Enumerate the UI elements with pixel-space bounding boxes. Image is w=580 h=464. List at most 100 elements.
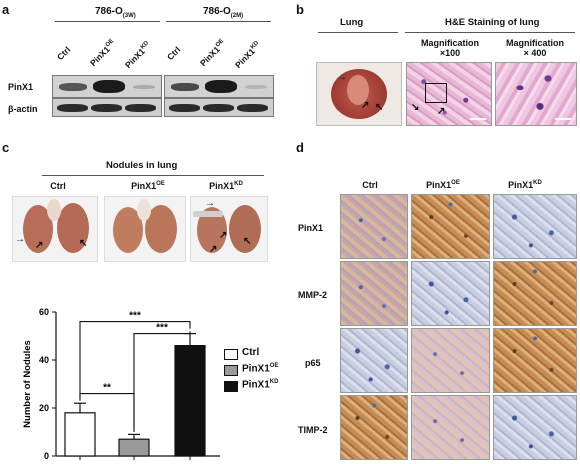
blot-pinx1-3w xyxy=(52,75,162,98)
group-label-2m: 786-O(2M) xyxy=(203,6,243,19)
ihc-row-pinx1: PinX1 xyxy=(298,223,324,233)
band xyxy=(245,85,267,89)
nodules-title: Nodules in lung xyxy=(106,160,178,171)
legend-sup: KD xyxy=(269,379,279,385)
arrow-icon: ↗ xyxy=(35,240,44,251)
lung-photo-pinx1-oe xyxy=(104,196,186,262)
col-sup: KD xyxy=(533,180,542,186)
col-text: PinX1 xyxy=(426,180,452,190)
panel-d-letter: d xyxy=(296,140,304,155)
bar xyxy=(118,438,150,457)
legend-item: PinX1OE xyxy=(224,362,304,378)
lung-photo-pinx1-kd: → ↗ ↖ ↗ xyxy=(190,196,268,262)
arrow-icon: ↗ xyxy=(209,244,218,255)
scale-bar xyxy=(470,118,486,120)
y-tick-label: 60 xyxy=(39,307,49,317)
blot-actin-3w xyxy=(52,98,162,117)
ihc-row-timp2: TIMP-2 xyxy=(298,425,328,435)
y-tick-label: 0 xyxy=(44,451,49,461)
ihc-tile xyxy=(493,194,577,259)
col-text: Ctrl xyxy=(50,181,66,191)
bar xyxy=(174,344,206,457)
ihc-row-p65: p65 xyxy=(305,358,321,368)
mag-line: × 400 xyxy=(523,48,547,58)
legend-swatch xyxy=(224,381,238,392)
ihc-col-pinx1-oe: PinX1OE xyxy=(408,180,478,190)
band xyxy=(59,83,87,91)
mag-line: ×100 xyxy=(439,48,461,58)
zoom-box xyxy=(425,83,447,103)
panel-c-letter: c xyxy=(2,140,10,155)
col-sup: OE xyxy=(451,180,460,186)
ihc-col-pinx1-kd: PinX1KD xyxy=(490,180,560,190)
arrow-icon: ↗ xyxy=(437,106,446,117)
ihc-tile xyxy=(411,261,490,326)
group-name: 786-O xyxy=(95,6,123,17)
group-rule-2m xyxy=(166,21,271,22)
lane-text: Ctrl xyxy=(164,44,183,62)
he-rule xyxy=(405,32,575,33)
y-axis-label: Number of Nodules xyxy=(22,340,33,428)
band xyxy=(171,83,199,91)
panel-b-letter: b xyxy=(296,2,304,17)
band xyxy=(203,104,234,112)
band xyxy=(93,80,125,93)
band xyxy=(125,104,156,112)
lung-lobe xyxy=(229,205,261,253)
legend-main: PinX1 xyxy=(242,379,270,391)
arrow-icon: ↖ xyxy=(375,102,384,113)
arrow-icon: ↗ xyxy=(361,100,370,111)
blot-actin-2m xyxy=(164,98,274,117)
lung-trachea xyxy=(47,199,61,221)
band xyxy=(91,104,122,112)
legend-swatch xyxy=(224,349,238,360)
ihc-tile xyxy=(340,261,408,326)
lane-label-pinx1-oe: PinX1OE xyxy=(198,38,228,68)
ihc-tile xyxy=(340,395,408,460)
significance-bracket xyxy=(133,331,191,430)
ihc-tile xyxy=(411,395,490,460)
nodules-rule xyxy=(42,175,264,176)
legend-item: Ctrl xyxy=(224,346,304,362)
arrow-icon: → xyxy=(337,72,347,83)
group-name: 786-O xyxy=(203,6,231,17)
legend-sup: OE xyxy=(269,363,279,369)
y-tick-label: 40 xyxy=(39,355,49,365)
ihc-col-ctrl: Ctrl xyxy=(342,180,398,190)
he-label: H&E Staining of lung xyxy=(445,17,540,28)
col-label-ctrl: Ctrl xyxy=(40,181,76,191)
col-sup: KD xyxy=(234,181,243,187)
ihc-tile xyxy=(493,395,577,460)
magnification-400-label: Magnification × 400 xyxy=(494,38,576,58)
col-text: PinX1 xyxy=(131,181,157,191)
bar xyxy=(64,412,96,457)
scale-bar xyxy=(555,118,571,120)
group-label-3w: 786-O(3W) xyxy=(95,6,136,19)
lane-label-pinx1-kd: PinX1KD xyxy=(123,40,153,70)
he-tile-x100: ↘ ↗ xyxy=(406,62,492,126)
col-text: PinX1 xyxy=(508,180,534,190)
lane-label-pinx1-oe: PinX1OE xyxy=(88,38,118,68)
significance-bracket xyxy=(79,321,191,399)
legend-text: Ctrl xyxy=(242,347,259,358)
ihc-tile xyxy=(411,194,490,259)
ihc-tile xyxy=(411,328,490,393)
group-sub: (3W) xyxy=(122,13,136,19)
lane-label-ctrl: Ctrl xyxy=(165,45,182,62)
blot-pinx1-2m xyxy=(164,75,274,98)
lung-rule xyxy=(318,32,398,33)
arrow-icon: ↖ xyxy=(243,236,252,247)
lane-text: Ctrl xyxy=(54,44,73,62)
ihc-tile xyxy=(340,194,408,259)
lung-photo: → ↗ ↖ xyxy=(316,62,402,126)
band xyxy=(169,104,200,112)
arrow-icon: → xyxy=(205,198,215,209)
panel-a-letter: a xyxy=(2,2,10,17)
lane-label-pinx1-kd: PinX1KD xyxy=(233,40,263,70)
lung-label: Lung xyxy=(340,17,364,28)
lung-photo-ctrl: → ↗ ↖ xyxy=(12,196,98,262)
lung-trachea xyxy=(137,199,151,221)
group-sub: (2M) xyxy=(230,13,244,19)
band xyxy=(133,85,155,89)
